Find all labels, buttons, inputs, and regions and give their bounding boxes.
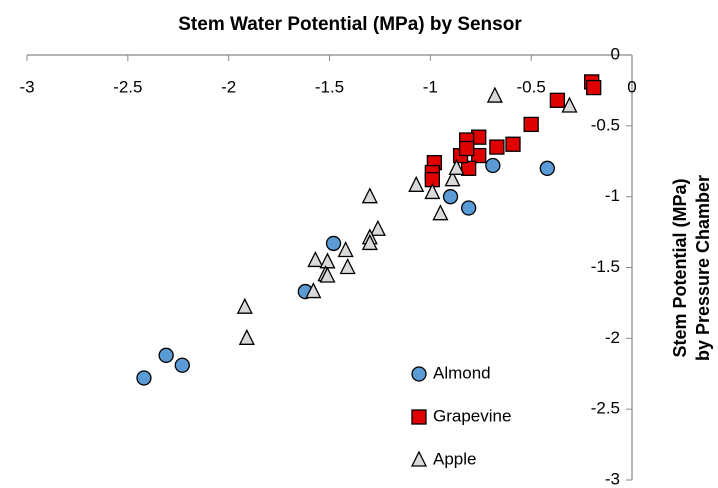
- y-axis-label: Stem Potential (MPa): [670, 178, 690, 357]
- point: [432, 204, 449, 221]
- point: [136, 370, 152, 386]
- point: [539, 160, 555, 176]
- point: [158, 347, 174, 363]
- point: [361, 233, 378, 251]
- point: [442, 189, 459, 205]
- point: [319, 266, 336, 283]
- point: [305, 282, 322, 299]
- point: [460, 160, 477, 176]
- legend-label: Grapevine: [433, 406, 511, 425]
- y-axis-label: by Pressure Chamber: [693, 175, 713, 361]
- legend-label: Apple: [433, 449, 476, 468]
- point: [337, 241, 354, 258]
- y-tick-label: -1: [605, 186, 620, 205]
- point: [489, 139, 505, 155]
- point: [319, 252, 336, 269]
- y-tick-label: -2: [605, 328, 620, 347]
- y-tick-label: -2.5: [591, 399, 620, 418]
- point: [361, 187, 378, 204]
- point: [236, 297, 253, 314]
- point: [444, 170, 461, 187]
- point: [485, 157, 501, 174]
- point: [307, 250, 324, 268]
- point: [369, 219, 386, 236]
- point: [325, 235, 342, 252]
- y-tick-label: 0: [611, 44, 620, 63]
- point: [448, 158, 465, 175]
- point: [339, 258, 356, 275]
- point: [505, 136, 521, 152]
- point: [549, 92, 566, 108]
- legend-marker: [411, 366, 427, 382]
- x-tick-label: 0: [627, 77, 636, 96]
- point: [523, 116, 539, 133]
- point: [424, 182, 441, 200]
- y-tick-label: -1.5: [591, 257, 620, 276]
- point: [408, 175, 425, 192]
- x-tick-label: -3: [19, 77, 34, 96]
- y-tick-label: -0.5: [591, 115, 620, 134]
- point: [586, 79, 602, 96]
- point: [174, 357, 190, 373]
- point: [460, 200, 477, 216]
- chart-title: Stem Water Potential (MPa) by Sensor: [178, 14, 522, 35]
- point: [486, 86, 503, 103]
- x-tick-label: -1: [423, 77, 438, 96]
- x-tick-label: -0.5: [517, 77, 546, 96]
- x-tick-label: -1.5: [315, 77, 344, 96]
- y-tick-label: -3: [605, 469, 620, 488]
- legend-marker: [410, 450, 428, 467]
- x-tick-label: -2.5: [113, 77, 142, 96]
- legend-marker: [411, 409, 427, 425]
- point: [458, 140, 475, 157]
- x-tick-label: -2: [221, 77, 236, 96]
- legend-label: Almond: [433, 363, 491, 382]
- point: [561, 96, 578, 113]
- point: [238, 328, 255, 345]
